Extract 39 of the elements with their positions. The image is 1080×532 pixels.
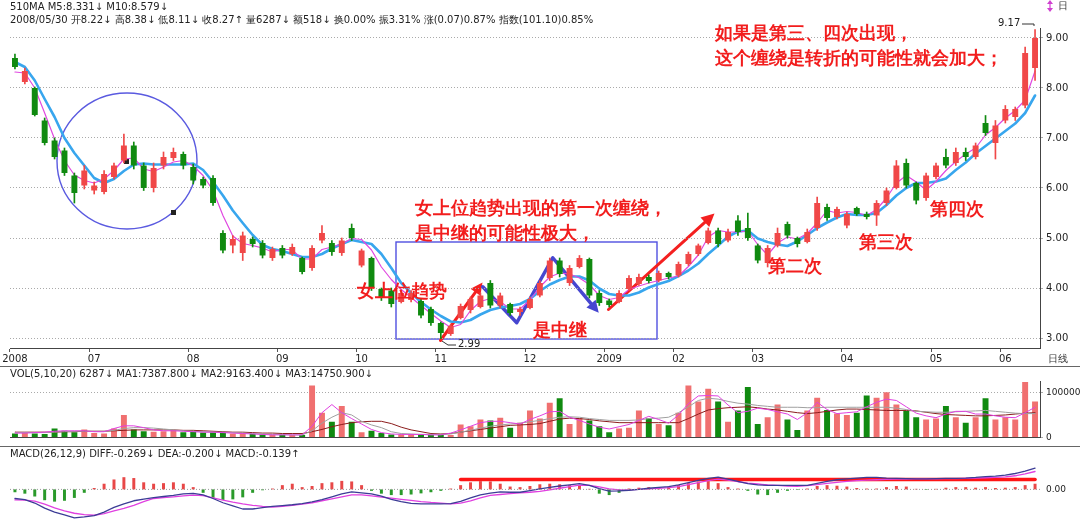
- annotation: 女上位趋势出现的第一次缠绕，: [414, 196, 667, 218]
- x-tick-label: 07: [87, 352, 101, 364]
- y-tick-label: 7.00: [1046, 131, 1069, 143]
- y-tick-label: 8.00: [1046, 81, 1069, 93]
- y-tick-label: 100000: [1046, 386, 1080, 397]
- y-tick-label: 6.00: [1046, 181, 1069, 193]
- x-tick-label: 03: [751, 352, 765, 364]
- annotation: 第二次: [767, 254, 823, 276]
- x-tick-label: 10: [355, 352, 368, 364]
- annotation: 2.99: [458, 337, 481, 349]
- annotation: 第三次: [858, 230, 914, 252]
- y-tick-label: 5.00: [1046, 231, 1069, 243]
- x-tick-label: 11: [434, 352, 448, 364]
- y-tick-label: 0: [1046, 431, 1052, 442]
- text: 日线: [1048, 352, 1068, 364]
- y-tick-label: 4.00: [1046, 281, 1069, 293]
- x-tick-label: 02: [672, 352, 685, 364]
- chart-title: VOL(5,10,20) 6287↓ MA1:7387.800↓ MA2:9163.400↓ MA3:14750.900↓: [10, 367, 373, 379]
- annotation: 9.17: [998, 16, 1021, 28]
- y-tick-label: 9.00: [1046, 31, 1069, 43]
- chart-title: MACD(26,12,9) DIFF:-0.269↓ DEA:-0.200↓ MACD:-0.139↑: [10, 447, 300, 459]
- x-tick-label: 09: [275, 352, 289, 364]
- x-tick-label: 06: [998, 352, 1012, 364]
- x-tick-label: 2008: [2, 352, 28, 364]
- x-tick-label: 05: [929, 352, 943, 364]
- annotation: 如果是第三、四次出现，: [714, 21, 913, 43]
- ref-line-label: 0.00: [1046, 483, 1067, 494]
- chart-subtitle: 2008/05/30 开8.22↓ 高8.38↓ 低8.11↓ 收8.27↑ 量6287↓ 额518↓ 换0.00% 振3.31% 涨(0.07)0.87% 指数(101.10)0.85%: [10, 13, 594, 25]
- y-tick-label: 3.00: [1046, 331, 1069, 343]
- annotation: 这个缠绕是转折的可能性就会加大；: [714, 46, 1003, 68]
- text: 日: [1058, 0, 1068, 11]
- x-tick-label: 04: [840, 352, 854, 364]
- x-tick-label: 2009: [596, 352, 622, 364]
- annotation: 是中继的可能性极大，: [414, 221, 595, 243]
- chart-title: 510MA M5:8.331↓ M10:8.579↓: [10, 0, 169, 12]
- annotation: 是中继: [532, 318, 587, 340]
- annotation: 第四次: [929, 197, 985, 219]
- x-tick-label: 12: [523, 352, 537, 364]
- x-tick-label: 08: [186, 352, 200, 364]
